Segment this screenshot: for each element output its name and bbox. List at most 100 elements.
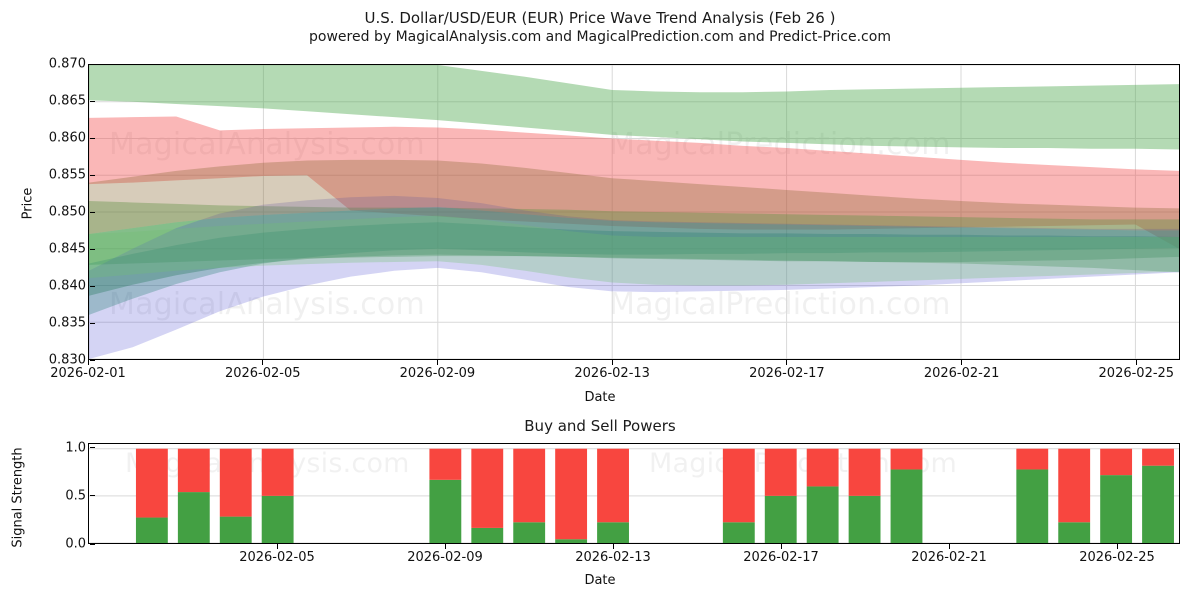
signal-chart-panel: MagicalAnalysis.com MagicalPrediction.co… <box>88 443 1180 544</box>
buy-power-bar[interactable] <box>429 479 462 543</box>
signal-bar-group[interactable] <box>1142 448 1174 543</box>
y-tick-label: 0.855 <box>48 167 86 183</box>
sell-power-bar[interactable] <box>471 448 504 528</box>
buy-power-bar[interactable] <box>513 522 546 543</box>
price-band-blue-wave-band <box>89 195 1179 359</box>
sell-power-bar[interactable] <box>1058 448 1091 523</box>
x-tick-label: 2026-02-25 <box>1079 550 1155 565</box>
y-tick-label: 0.835 <box>48 315 86 331</box>
signal-bar-group[interactable] <box>1100 448 1133 543</box>
sell-power-bar[interactable] <box>1016 448 1049 470</box>
buy-power-bar[interactable] <box>261 495 294 543</box>
buy-power-bar[interactable] <box>177 492 210 543</box>
buy-power-bar[interactable] <box>722 522 755 543</box>
y-tick-label: 0.845 <box>48 241 86 257</box>
sell-power-bar[interactable] <box>261 448 294 496</box>
sell-power-bar[interactable] <box>429 448 462 480</box>
x-tick-mark <box>780 544 782 549</box>
x-tick-mark <box>262 360 264 365</box>
buy-power-bar[interactable] <box>1058 522 1091 543</box>
x-tick-label: 2026-02-21 <box>923 366 1000 381</box>
buy-power-bar[interactable] <box>597 522 629 543</box>
buy-power-bar[interactable] <box>890 469 923 543</box>
x-tick-label: 2026-02-25 <box>1098 366 1175 381</box>
y-tick-mark <box>90 248 95 250</box>
price-band-upper-red-resistance-band <box>89 116 1179 249</box>
signal-bar-group[interactable] <box>890 448 923 543</box>
signal-bar-group[interactable] <box>848 448 881 543</box>
signal-bar-group[interactable] <box>1016 448 1049 543</box>
x-tick-mark <box>1116 544 1118 549</box>
x-tick-label: 2026-02-01 <box>50 366 126 381</box>
y-tick-mark <box>90 285 95 287</box>
buy-power-bar[interactable] <box>806 486 839 543</box>
x-tick-mark <box>276 544 278 549</box>
sell-power-bar[interactable] <box>890 448 923 470</box>
y-tick-mark <box>90 211 95 213</box>
y-tick-label: 0.860 <box>48 130 86 146</box>
signal-bar-group[interactable] <box>471 448 504 543</box>
price-band-teal-core-band <box>89 222 1179 315</box>
sell-power-bar[interactable] <box>513 448 546 523</box>
signal-bar-group[interactable] <box>177 448 210 543</box>
sell-power-bar[interactable] <box>555 448 588 540</box>
signal-bar-group[interactable] <box>806 448 839 543</box>
price-plot-area <box>89 65 1179 359</box>
y-tick-mark <box>90 359 95 361</box>
signal-bar-group[interactable] <box>764 448 797 543</box>
buy-power-bar[interactable] <box>219 516 252 543</box>
price-band-mid-green-support-band <box>89 200 1179 273</box>
price-x-axis-label: Date <box>584 390 616 405</box>
y-tick-label: 0.840 <box>48 278 86 294</box>
sell-power-bar[interactable] <box>848 448 881 496</box>
signal-bar-group[interactable] <box>1058 448 1091 543</box>
y-tick-mark <box>90 137 95 139</box>
sell-power-bar[interactable] <box>219 448 252 517</box>
sell-power-bar[interactable] <box>722 448 755 523</box>
buy-power-bar[interactable] <box>1100 475 1133 543</box>
x-tick-mark <box>436 360 438 365</box>
signal-bar-group[interactable] <box>429 448 462 543</box>
buy-power-bar[interactable] <box>764 495 797 543</box>
buy-power-bar[interactable] <box>135 517 168 543</box>
signal-bar-group[interactable] <box>219 448 252 543</box>
signal-bar-group[interactable] <box>555 448 588 543</box>
x-tick-mark <box>948 544 950 549</box>
signal-bar-group[interactable] <box>135 448 168 543</box>
sell-power-bar[interactable] <box>1100 448 1133 476</box>
buy-power-bar[interactable] <box>471 527 504 543</box>
x-tick-label: 2026-02-17 <box>749 366 825 381</box>
signal-y-axis-label: Signal Strength <box>10 447 26 548</box>
signal-chart-title: Buy and Sell Powers <box>524 417 676 435</box>
price-y-axis-label: Price <box>20 187 36 220</box>
x-tick-mark <box>611 360 613 365</box>
y-tick-mark <box>90 100 95 102</box>
signal-bar-group[interactable] <box>513 448 546 543</box>
y-tick-mark <box>90 495 95 497</box>
x-tick-mark <box>961 360 963 365</box>
y-tick-label: 0.865 <box>48 93 86 109</box>
signal-bar-group[interactable] <box>597 448 629 543</box>
y-tick-label: 0.830 <box>48 352 86 368</box>
sell-power-bar[interactable] <box>177 448 210 493</box>
title-block: U.S. Dollar/USD/EUR (EUR) Price Wave Tre… <box>0 8 1200 47</box>
sell-power-bar[interactable] <box>135 448 168 518</box>
buy-power-bar[interactable] <box>1142 465 1174 543</box>
price-band-brown-overlap-band <box>89 159 1179 235</box>
x-tick-label: 2026-02-13 <box>574 366 650 381</box>
x-tick-label: 2026-02-09 <box>407 550 483 565</box>
buy-power-bar[interactable] <box>848 495 881 543</box>
signal-bar-group[interactable] <box>261 448 294 543</box>
y-tick-mark <box>90 174 95 176</box>
x-tick-label: 2026-02-13 <box>575 550 651 565</box>
sell-power-bar[interactable] <box>1142 448 1174 466</box>
buy-power-bar[interactable] <box>555 539 588 543</box>
sell-power-bar[interactable] <box>764 448 797 496</box>
sell-power-bar[interactable] <box>806 448 839 487</box>
buy-power-bar[interactable] <box>1016 469 1049 543</box>
x-tick-label: 2026-02-05 <box>239 550 315 565</box>
x-tick-mark <box>786 360 788 365</box>
sell-power-bar[interactable] <box>597 448 629 523</box>
y-tick-mark <box>90 447 95 449</box>
signal-bar-group[interactable] <box>722 448 755 543</box>
